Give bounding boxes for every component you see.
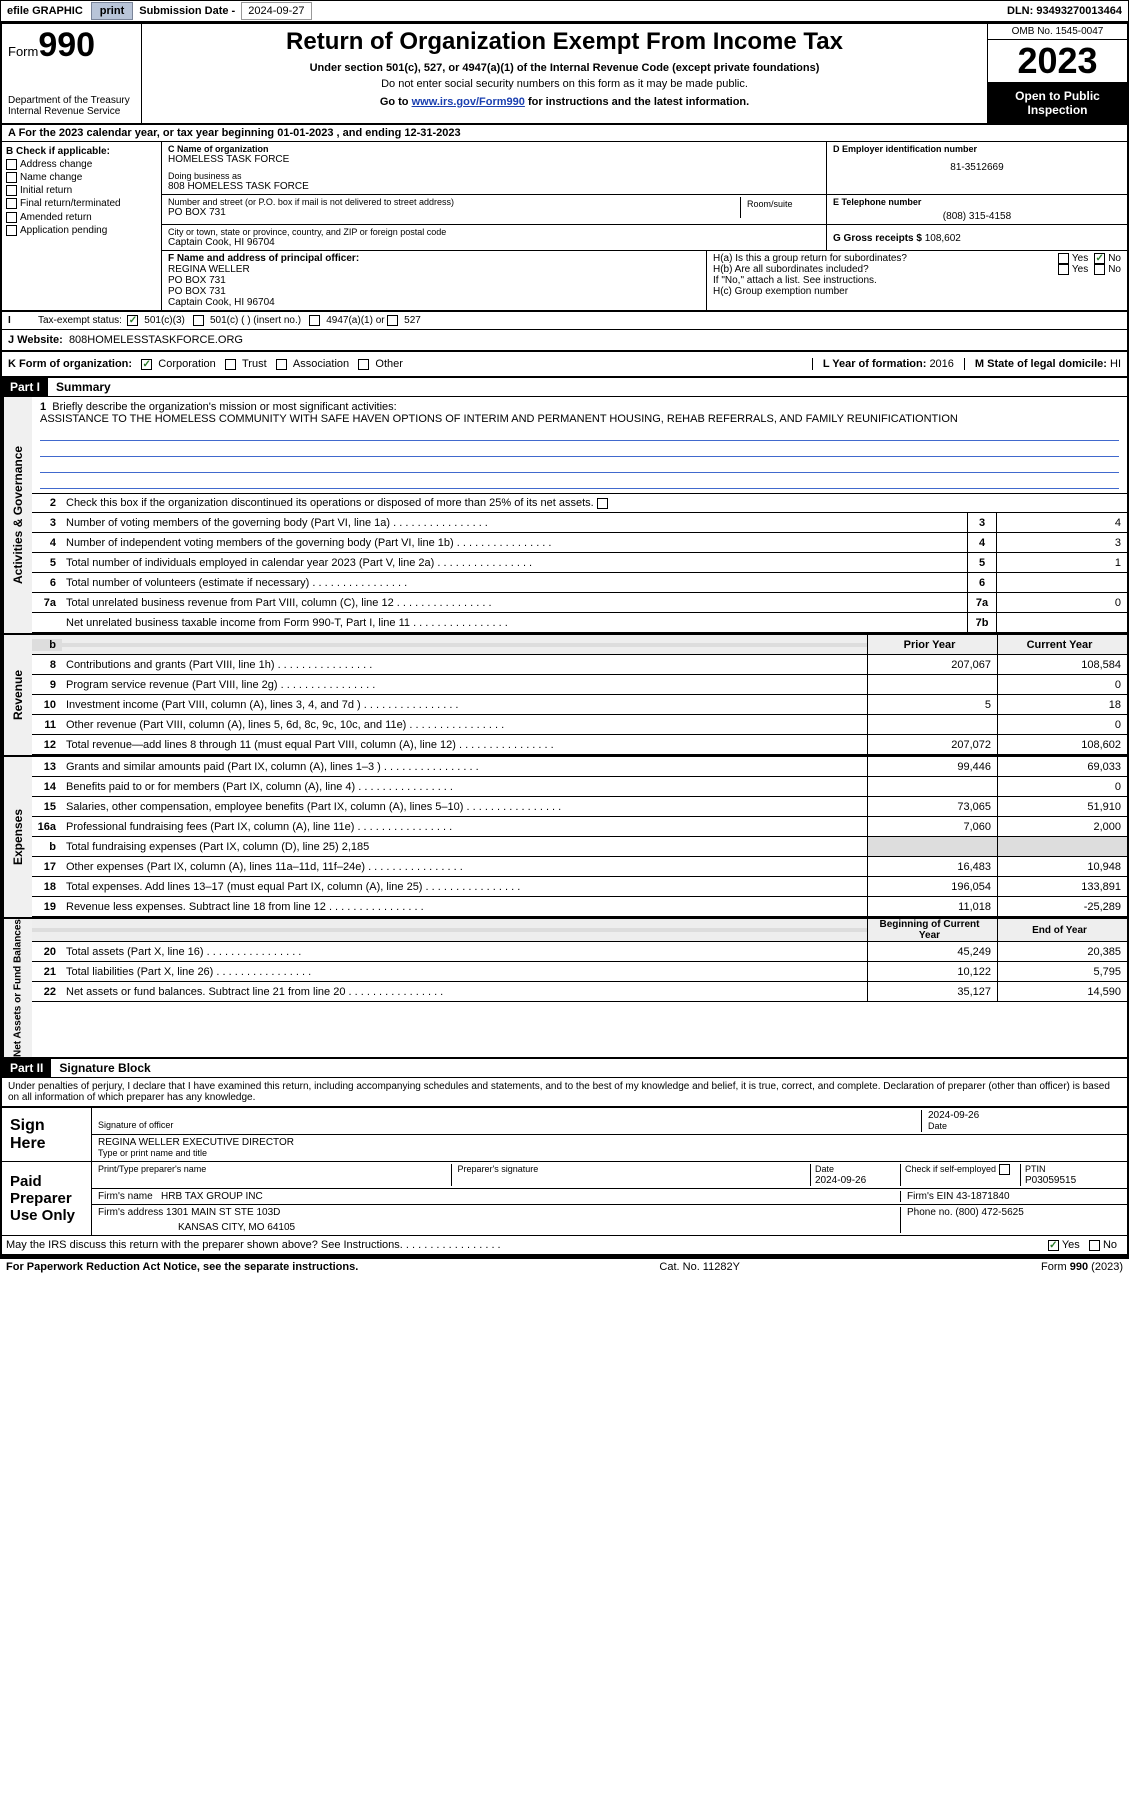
year-formation: L Year of formation: 2016 — [812, 358, 954, 370]
line-9: 9Program service revenue (Part VIII, lin… — [32, 675, 1127, 695]
form-title: Return of Organization Exempt From Incom… — [152, 28, 977, 56]
cb-amended-return[interactable]: Amended return — [6, 212, 157, 223]
line-3: 3Number of voting members of the governi… — [32, 513, 1127, 533]
cb-discuss-no[interactable] — [1089, 1240, 1100, 1251]
perjury-declaration: Under penalties of perjury, I declare th… — [2, 1078, 1127, 1108]
gross-receipts-cell: G Gross receipts $ 108,602 — [827, 225, 1127, 250]
irs-link[interactable]: www.irs.gov/Form990 — [412, 96, 525, 108]
department: Department of the Treasury Internal Reve… — [8, 95, 135, 117]
group-return: H(a) Is this a group return for subordin… — [707, 251, 1127, 310]
submission-label: Submission Date - — [133, 5, 241, 17]
form-warning: Do not enter social security numbers on … — [152, 78, 977, 90]
part-ii-header: Part II Signature Block — [2, 1059, 1127, 1078]
cb-name-change[interactable]: Name change — [6, 172, 157, 183]
ein-cell: D Employer identification number 81-3512… — [827, 142, 1127, 194]
line-8: 8Contributions and grants (Part VIII, li… — [32, 655, 1127, 675]
line-17: 17Other expenses (Part IX, column (A), l… — [32, 857, 1127, 877]
cb-application-pending[interactable]: Application pending — [6, 225, 157, 236]
cb-initial-return[interactable]: Initial return — [6, 185, 157, 196]
open-inspection: Open to Public Inspection — [988, 83, 1127, 123]
discuss-row: May the IRS discuss this return with the… — [2, 1236, 1127, 1256]
cb-corporation[interactable] — [141, 359, 152, 370]
paid-preparer-row: Paid Preparer Use Only Print/Type prepar… — [2, 1162, 1127, 1236]
print-button[interactable]: print — [91, 2, 133, 20]
line-b: bTotal fundraising expenses (Part IX, co… — [32, 837, 1127, 857]
row-a-tax-year: A For the 2023 calendar year, or tax yea… — [2, 125, 1127, 142]
revenue-section: Revenue b Prior Year Current Year 8Contr… — [2, 635, 1127, 757]
cb-trust[interactable] — [225, 359, 236, 370]
cb-501c[interactable] — [193, 315, 204, 326]
principal-officer: F Name and address of principal officer:… — [162, 251, 707, 310]
cb-address-change[interactable]: Address change — [6, 159, 157, 170]
line-21: 21Total liabilities (Part X, line 26) 10… — [32, 962, 1127, 982]
form-number: Form990 — [8, 26, 135, 65]
section-b-c-d: B Check if applicable: Address change Na… — [2, 142, 1127, 312]
phone-cell: E Telephone number (808) 315-4158 — [827, 195, 1127, 224]
address-cell: Number and street (or P.O. box if mail i… — [162, 195, 827, 224]
sign-here-row: Sign Here Signature of officer 2024-09-2… — [2, 1108, 1127, 1162]
dln: DLN: 93493270013464 — [1007, 5, 1128, 17]
legal-domicile: M State of legal domicile: HI — [964, 358, 1121, 370]
city-cell: City or town, state or province, country… — [162, 225, 827, 250]
form-header: Form990 Department of the Treasury Inter… — [2, 24, 1127, 125]
cb-discontinued[interactable] — [597, 498, 608, 509]
line-14: 14Benefits paid to or for members (Part … — [32, 777, 1127, 797]
line-22: 22Net assets or fund balances. Subtract … — [32, 982, 1127, 1002]
form-link-line: Go to www.irs.gov/Form990 for instructio… — [152, 96, 977, 108]
line-10: 10Investment income (Part VIII, column (… — [32, 695, 1127, 715]
line-6: 6Total number of volunteers (estimate if… — [32, 573, 1127, 593]
form-subtitle: Under section 501(c), 527, or 4947(a)(1)… — [152, 62, 977, 74]
topbar: efile GRAPHIC print Submission Date - 20… — [0, 0, 1129, 22]
cb-other[interactable] — [358, 359, 369, 370]
part-i-header: Part I Summary — [2, 378, 1127, 397]
line-13: 13Grants and similar amounts paid (Part … — [32, 757, 1127, 777]
activities-governance-section: Activities & Governance 1 Briefly descri… — [2, 397, 1127, 635]
website-row: J Website: 808HOMELESSTASKFORCE.ORG — [2, 330, 1127, 352]
net-assets-section: Net Assets or Fund Balances Beginning of… — [2, 919, 1127, 1059]
efile-label: efile GRAPHIC — [1, 5, 89, 17]
submission-date: 2024-09-27 — [241, 2, 311, 20]
col-b-checkboxes: B Check if applicable: Address change Na… — [2, 142, 162, 310]
line-5: 5Total number of individuals employed in… — [32, 553, 1127, 573]
line-16a: 16aProfessional fundraising fees (Part I… — [32, 817, 1127, 837]
cb-discuss-yes[interactable] — [1048, 1240, 1059, 1251]
omb-number: OMB No. 1545-0047 — [988, 24, 1127, 40]
org-name-cell: C Name of organization HOMELESS TASK FOR… — [162, 142, 827, 194]
line-4: 4Number of independent voting members of… — [32, 533, 1127, 553]
line-7a: 7aTotal unrelated business revenue from … — [32, 593, 1127, 613]
line-19: 19Revenue less expenses. Subtract line 1… — [32, 897, 1127, 917]
cb-501c3[interactable] — [127, 315, 138, 326]
cb-association[interactable] — [276, 359, 287, 370]
line-12: 12Total revenue—add lines 8 through 11 (… — [32, 735, 1127, 755]
tax-exempt-status: I Tax-exempt status: 501(c)(3) 501(c) ( … — [2, 312, 1127, 330]
row-k: K Form of organization: Corporation Trus… — [2, 352, 1127, 378]
tax-year: 2023 — [988, 40, 1127, 83]
line-18: 18Total expenses. Add lines 13–17 (must … — [32, 877, 1127, 897]
line-20: 20Total assets (Part X, line 16) 45,2492… — [32, 942, 1127, 962]
expenses-section: Expenses 13Grants and similar amounts pa… — [2, 757, 1127, 919]
cb-self-employed[interactable] — [999, 1164, 1010, 1175]
cb-527[interactable] — [387, 315, 398, 326]
page-footer: For Paperwork Reduction Act Notice, see … — [0, 1258, 1129, 1275]
line-11: 11Other revenue (Part VIII, column (A), … — [32, 715, 1127, 735]
form-990: Form990 Department of the Treasury Inter… — [0, 22, 1129, 1258]
cb-4947[interactable] — [309, 315, 320, 326]
line-7b: Net unrelated business taxable income fr… — [32, 613, 1127, 633]
cb-final-return[interactable]: Final return/terminated — [6, 198, 157, 209]
line-15: 15Salaries, other compensation, employee… — [32, 797, 1127, 817]
